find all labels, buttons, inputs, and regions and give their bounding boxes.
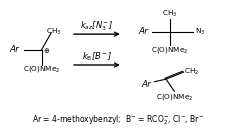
- Text: $k_{\rm B}$[B$^-$]: $k_{\rm B}$[B$^-$]: [82, 50, 112, 63]
- Text: $k_{az}$[N$_3^-$]: $k_{az}$[N$_3^-$]: [80, 19, 114, 32]
- Text: Ar = 4-methoxybenzyl;  B$^{-}$ = RCO$_2^{-}$, Cl$^{-}$, Br$^{-}$: Ar = 4-methoxybenzyl; B$^{-}$ = RCO$_2^{…: [32, 113, 204, 127]
- Text: Ar: Ar: [141, 80, 151, 89]
- Text: N$_3$: N$_3$: [195, 27, 206, 37]
- Text: C(O)NMe$_2$: C(O)NMe$_2$: [23, 64, 60, 74]
- Text: CH$_3$: CH$_3$: [162, 8, 177, 19]
- Text: C(O)NMe$_2$: C(O)NMe$_2$: [156, 92, 193, 102]
- Text: CH$_2$: CH$_2$: [184, 67, 199, 77]
- Text: $\oplus$: $\oplus$: [43, 46, 51, 55]
- Text: Ar: Ar: [10, 45, 20, 54]
- Text: Ar: Ar: [139, 27, 149, 36]
- Text: C(O)NMe$_2$: C(O)NMe$_2$: [151, 45, 188, 55]
- Text: CH$_3$: CH$_3$: [46, 27, 62, 37]
